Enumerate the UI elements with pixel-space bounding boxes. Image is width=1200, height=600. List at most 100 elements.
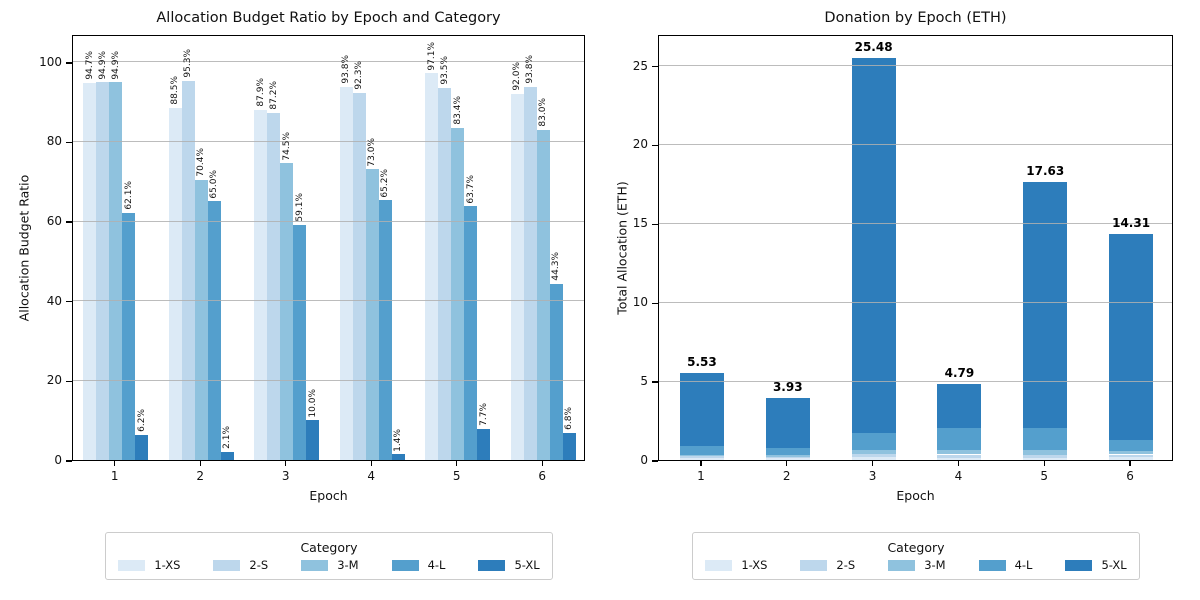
bar-value-label: 83.0% xyxy=(538,97,549,127)
bar-value-label: 94.7% xyxy=(84,51,95,80)
chart-title: Allocation Budget Ratio by Epoch and Cat… xyxy=(156,10,501,26)
x-tick-label: 1 xyxy=(697,469,705,483)
y-tick-label: 20 xyxy=(46,373,62,388)
x-axis-label: Epoch xyxy=(896,488,935,503)
bar-segment-3-M xyxy=(937,449,982,455)
legend-label: 1-XS xyxy=(741,558,768,572)
x-tick-label: 6 xyxy=(538,469,547,483)
legend-item-3-M: 3-M xyxy=(888,558,946,572)
bar-value-label: 93.8% xyxy=(525,54,536,84)
bar-3-M xyxy=(451,127,465,460)
bar-value-label: 44.3% xyxy=(551,252,562,281)
x-tick-mark xyxy=(700,461,702,466)
bar-5-XL xyxy=(562,432,576,460)
bar-segment-1-XS xyxy=(1023,458,1068,460)
bar-value-label: 6.2% xyxy=(136,409,147,433)
y-tick-mark xyxy=(652,302,658,304)
y-tick-label: 40 xyxy=(46,293,62,308)
legend-label: 5-XL xyxy=(514,558,540,572)
legend-swatch-icon xyxy=(800,559,828,571)
bar-segment-3-M xyxy=(1109,451,1154,455)
bar-value-label: 97.1% xyxy=(426,41,437,71)
bar-3-M xyxy=(194,179,208,460)
y-tick-mark xyxy=(652,381,658,383)
y-tick-label: 10 xyxy=(632,295,648,310)
y-tick-mark xyxy=(652,460,658,462)
legend-swatch-icon xyxy=(1065,559,1093,571)
bar-2-S xyxy=(352,92,366,460)
bar-segment-5-XL xyxy=(679,372,724,446)
y-tick-mark xyxy=(652,223,658,225)
legend-swatch-icon xyxy=(301,559,329,571)
bar-5-XL xyxy=(220,451,234,460)
x-tick-mark xyxy=(1043,461,1045,466)
y-tick-mark xyxy=(66,221,72,223)
bar-segment-4-L xyxy=(851,433,896,450)
legend-item-1-XS: 1-XS xyxy=(705,558,767,572)
legend-item-1-XS: 1-XS xyxy=(118,558,180,572)
legend: Category 1-XS 2-S 3-M 4-L 5-XL xyxy=(692,532,1140,580)
bar-value-label: 10.0% xyxy=(307,388,318,418)
bar-value-label: 59.1% xyxy=(294,193,305,222)
bar-segment-1-XS xyxy=(851,456,896,460)
bar-5-XL xyxy=(135,435,149,460)
legend-item-5-XL: 5-XL xyxy=(1065,558,1127,572)
bar-4-L xyxy=(549,283,563,460)
gridline xyxy=(73,379,584,381)
bar-segment-2-S xyxy=(679,456,724,459)
gridline xyxy=(659,143,1172,146)
bar-segment-2-S xyxy=(1023,455,1068,459)
bar-3-M xyxy=(365,169,379,460)
bar-value-label: 65.2% xyxy=(380,168,391,198)
bar-value-label: 94.9% xyxy=(97,50,108,80)
bar-segment-1-XS xyxy=(937,457,982,460)
legend-swatch-icon xyxy=(978,559,1006,571)
bar-value-label: 93.8% xyxy=(341,54,352,84)
bar-1-XS xyxy=(83,82,97,460)
bar-value-label: 70.4% xyxy=(196,148,207,177)
bar-1-XS xyxy=(168,107,182,460)
y-tick-label: 100 xyxy=(39,54,62,69)
bar-total-label: 17.63 xyxy=(1026,163,1065,178)
bar-segment-4-L xyxy=(679,445,724,455)
bar-segment-2-S xyxy=(851,453,896,457)
bar-segment-4-L xyxy=(1109,439,1154,452)
bar-value-label: 94.9% xyxy=(110,50,121,80)
bar-value-label: 7.7% xyxy=(478,403,489,427)
gridline xyxy=(659,380,1172,382)
bar-value-label: 63.7% xyxy=(465,174,476,204)
legend-label: 3-M xyxy=(924,558,946,572)
bar-4-L xyxy=(207,201,221,460)
bar-value-label: 93.5% xyxy=(439,56,450,85)
x-tick-label: 3 xyxy=(868,469,877,483)
legend-swatch-icon xyxy=(478,559,506,571)
y-tick-mark xyxy=(652,144,658,147)
gridline xyxy=(73,220,584,222)
legend-label: 2-S xyxy=(249,558,269,572)
x-tick-label: 5 xyxy=(452,469,461,483)
legend-item-2-S: 2-S xyxy=(800,558,855,572)
bar-5-XL xyxy=(477,429,491,460)
bar-value-label: 74.5% xyxy=(281,131,292,161)
y-tick-label: 20 xyxy=(632,137,648,152)
legend-swatch-icon xyxy=(391,559,419,571)
bar-segment-5-XL xyxy=(851,58,896,434)
x-tick-mark xyxy=(285,461,287,466)
bar-segment-5-XL xyxy=(937,384,982,429)
x-tick-label: 3 xyxy=(281,469,290,483)
legend-title: Category xyxy=(300,540,358,555)
y-tick-mark xyxy=(66,301,72,303)
x-tick-mark xyxy=(199,461,201,466)
legend-label: 2-S xyxy=(836,558,856,572)
x-tick-mark xyxy=(871,461,874,466)
bar-value-label: 92.0% xyxy=(512,62,523,91)
bar-5-XL xyxy=(306,420,320,460)
bar-segment-5-XL xyxy=(1109,234,1154,440)
y-tick-mark xyxy=(652,65,658,68)
bar-5-XL xyxy=(391,454,405,460)
legend-swatch-icon xyxy=(213,559,241,571)
legend-item-4-L: 4-L xyxy=(978,558,1032,572)
bar-value-label: 92.3% xyxy=(354,60,365,90)
bar-segment-1-XS xyxy=(1109,456,1154,460)
